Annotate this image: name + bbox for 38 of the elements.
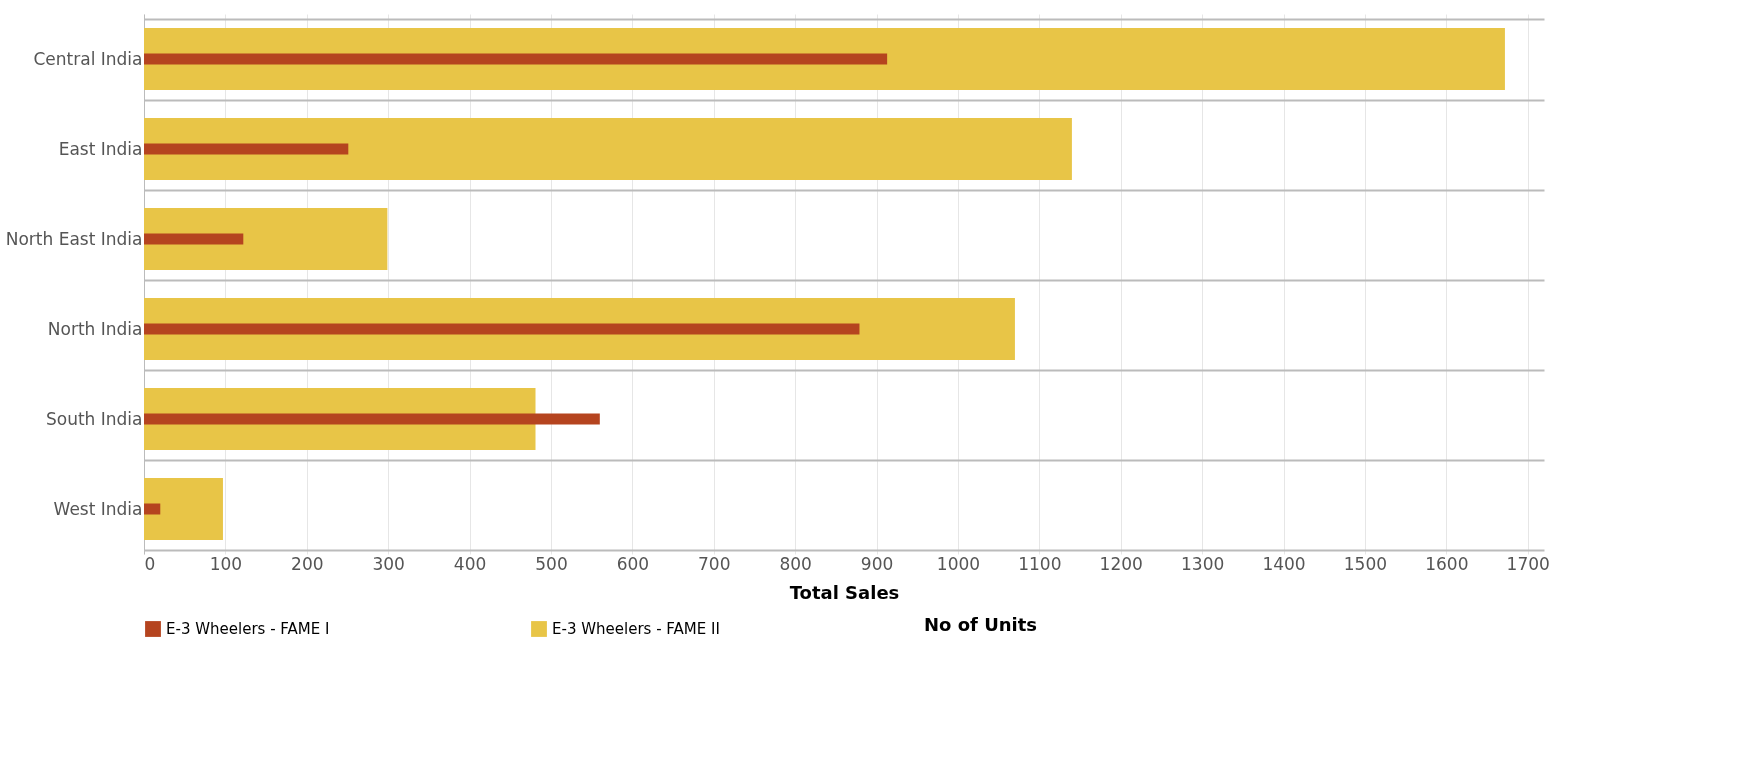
x-tick-label: 800 bbox=[779, 553, 812, 574]
bar bbox=[144, 478, 223, 540]
bar bbox=[144, 118, 1072, 180]
x-tick-label: 200 bbox=[291, 553, 324, 574]
bar bbox=[144, 53, 888, 65]
x-tick-label: 700 bbox=[698, 553, 731, 574]
y-tick-label: North India bbox=[47, 318, 143, 339]
y-tick-label: West India bbox=[53, 498, 143, 519]
x-tick-label: 1300 bbox=[1181, 553, 1225, 574]
bar bbox=[144, 323, 860, 335]
y-tick-label: North East India bbox=[5, 228, 143, 249]
x-tick-label: 500 bbox=[535, 553, 568, 574]
x-tick-label: 600 bbox=[616, 553, 650, 574]
x-tick-label: 1400 bbox=[1262, 553, 1306, 574]
text: No of Units bbox=[924, 614, 1038, 635]
bar bbox=[144, 413, 600, 425]
x-tick-label: 1500 bbox=[1343, 553, 1388, 574]
x-tick-label: 1000 bbox=[936, 553, 981, 574]
legend-label: E-3 Wheelers - FAME II bbox=[552, 620, 720, 638]
bar bbox=[144, 143, 349, 155]
x-tick-label: 1600 bbox=[1425, 553, 1469, 574]
x-tick-label: 1700 bbox=[1506, 553, 1550, 574]
y-tick-label: East India bbox=[58, 138, 143, 159]
x-tick-label: 900 bbox=[860, 553, 894, 574]
x-tick-label: 1100 bbox=[1018, 553, 1062, 574]
x-axis-title: Total Sales bbox=[789, 581, 900, 603]
x-tick-label: 1200 bbox=[1099, 553, 1143, 574]
x-tick-label: 400 bbox=[453, 553, 487, 574]
bar bbox=[144, 28, 1505, 90]
y-tick-label: South India bbox=[45, 408, 143, 429]
x-tick-label: 0 bbox=[144, 553, 156, 574]
y-tick-label: Central India bbox=[33, 48, 143, 69]
x-tick-label: 300 bbox=[372, 553, 405, 574]
bar bbox=[144, 233, 244, 245]
bar bbox=[144, 503, 161, 515]
x-tick-label: 100 bbox=[209, 553, 243, 574]
legend-label: E-3 Wheelers - FAME I bbox=[166, 620, 330, 638]
bar bbox=[144, 208, 388, 270]
